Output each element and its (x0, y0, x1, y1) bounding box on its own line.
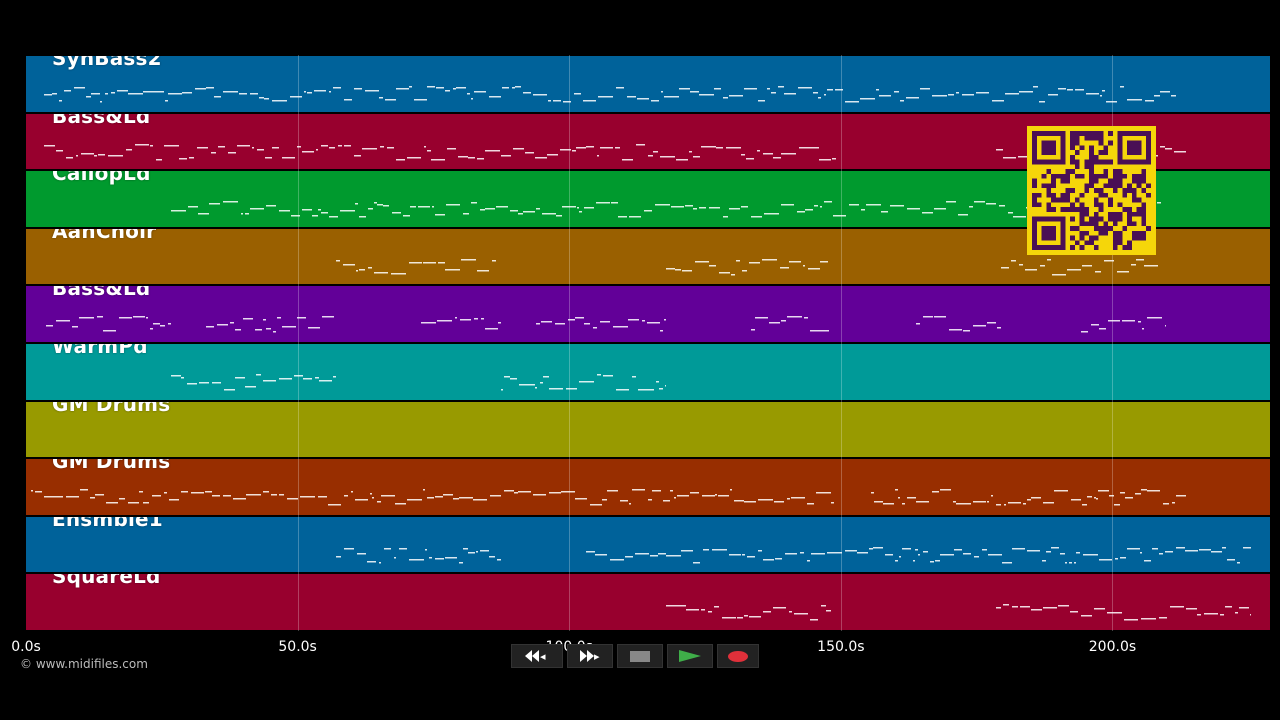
note-pattern (44, 86, 1176, 103)
fast-forward-button[interactable]: ▸ (567, 644, 613, 668)
transport-controls: ◂ ▸ (511, 643, 769, 669)
track-label: SynBass2 (52, 55, 162, 70)
record-icon (728, 650, 748, 662)
time-tick-label: 200.0s (1088, 639, 1137, 655)
note-pattern (336, 546, 1251, 564)
track-lane[interactable]: GM Drums (26, 400, 1270, 459)
note-pattern (44, 143, 1186, 161)
track-label: GM Drums (52, 458, 171, 474)
grid-line (840, 55, 842, 631)
note-pattern (666, 604, 1251, 621)
grid-line (569, 55, 571, 631)
note-pattern (26, 402, 1270, 458)
time-tick-label: 0.0s (11, 639, 41, 655)
track-label: Bass&Ld (52, 285, 151, 301)
stop-button[interactable] (617, 644, 663, 668)
note-pattern (171, 374, 666, 391)
play-icon (679, 650, 701, 662)
time-tick-label: 50.0s (278, 639, 317, 655)
record-button[interactable] (717, 644, 759, 668)
time-tick-label: 150.0s (817, 639, 865, 655)
note-pattern (46, 316, 1166, 333)
rewind-icon: ◂ (525, 650, 546, 663)
track-lane[interactable]: SquareLd (26, 573, 1270, 631)
svg-text:▸: ▸ (594, 650, 600, 663)
track-lane[interactable]: Ensmble1 (26, 515, 1270, 574)
track-label: Bass&Ld (52, 112, 151, 128)
fast-forward-icon: ▸ (580, 650, 600, 663)
stop-icon (630, 650, 650, 662)
track-lane[interactable]: Bass&Ld (26, 285, 1270, 343)
track-lane[interactable]: GM Drums (26, 458, 1270, 516)
grid-line (1112, 55, 1114, 631)
grid-line (297, 55, 299, 631)
copyright-text: © www.midifiles.com (20, 657, 148, 671)
track-label: GM Drums (52, 400, 171, 416)
track-label: CaliopLd (52, 170, 151, 186)
track-label: SquareLd (52, 573, 161, 589)
note-pattern (336, 258, 1158, 276)
track-lane[interactable]: SynBass2 (26, 55, 1270, 113)
track-label: WarmPd (52, 343, 148, 358)
qr-code-icon (1027, 126, 1156, 255)
rewind-button[interactable]: ◂ (511, 644, 563, 668)
track-lane[interactable]: WarmPd (26, 343, 1270, 401)
track-label: AahChoir (52, 227, 157, 243)
svg-text:◂: ◂ (540, 650, 546, 663)
track-label: Ensmble1 (52, 515, 163, 531)
play-button[interactable] (667, 644, 713, 668)
note-pattern (31, 489, 1186, 506)
